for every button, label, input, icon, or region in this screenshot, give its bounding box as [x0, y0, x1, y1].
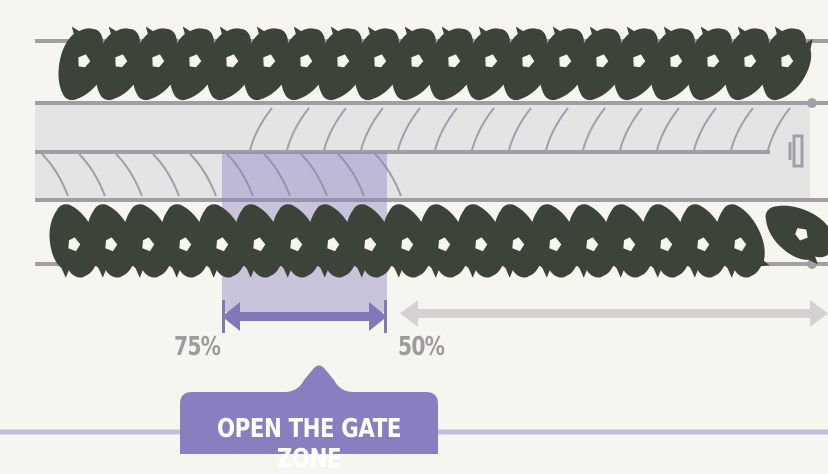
gate-zone-title: OPEN THE GATE ZONE: [216, 414, 402, 474]
stall-line: [730, 107, 754, 151]
stall-line: [115, 153, 143, 197]
stall-line: [545, 107, 569, 151]
stall-line: [300, 153, 328, 197]
stall-line: [41, 153, 69, 197]
lower-stall-lines: [41, 153, 402, 197]
stall-line: [619, 107, 643, 151]
gate-zone-banner: [180, 365, 438, 454]
stall-line: [693, 107, 717, 151]
stall-line: [582, 107, 606, 151]
stall-line: [152, 153, 180, 197]
stall-line: [434, 107, 458, 151]
percent-label-left: 75%: [174, 332, 221, 362]
cattle-flow-diagram: [0, 21, 828, 454]
stall-line: [323, 107, 347, 151]
stall-line: [226, 153, 254, 197]
stall-line: [360, 107, 384, 151]
stall-line: [249, 107, 273, 151]
rail-end-knob-top: [807, 98, 817, 108]
stall-line: [374, 153, 402, 197]
stall-line: [656, 107, 680, 151]
stall-line: [286, 107, 310, 151]
remaining-zone-arrow: [400, 300, 828, 327]
stall-line: [397, 107, 421, 151]
stall-line: [508, 107, 532, 151]
stall-line: [78, 153, 106, 197]
upper-stall-lines: [249, 107, 791, 151]
stall-line: [189, 153, 217, 197]
bottom-cattle-row: [39, 193, 828, 284]
top-cattle-row: [48, 21, 820, 108]
cow-silhouette-icon: [754, 193, 828, 271]
percent-label-right: 50%: [398, 332, 445, 362]
gate-end-icon: [788, 134, 804, 168]
stall-line: [263, 153, 291, 197]
stall-line: [471, 107, 495, 151]
stall-line: [767, 107, 791, 151]
stall-line: [337, 153, 365, 197]
gate-zone-arrow: [222, 300, 387, 333]
